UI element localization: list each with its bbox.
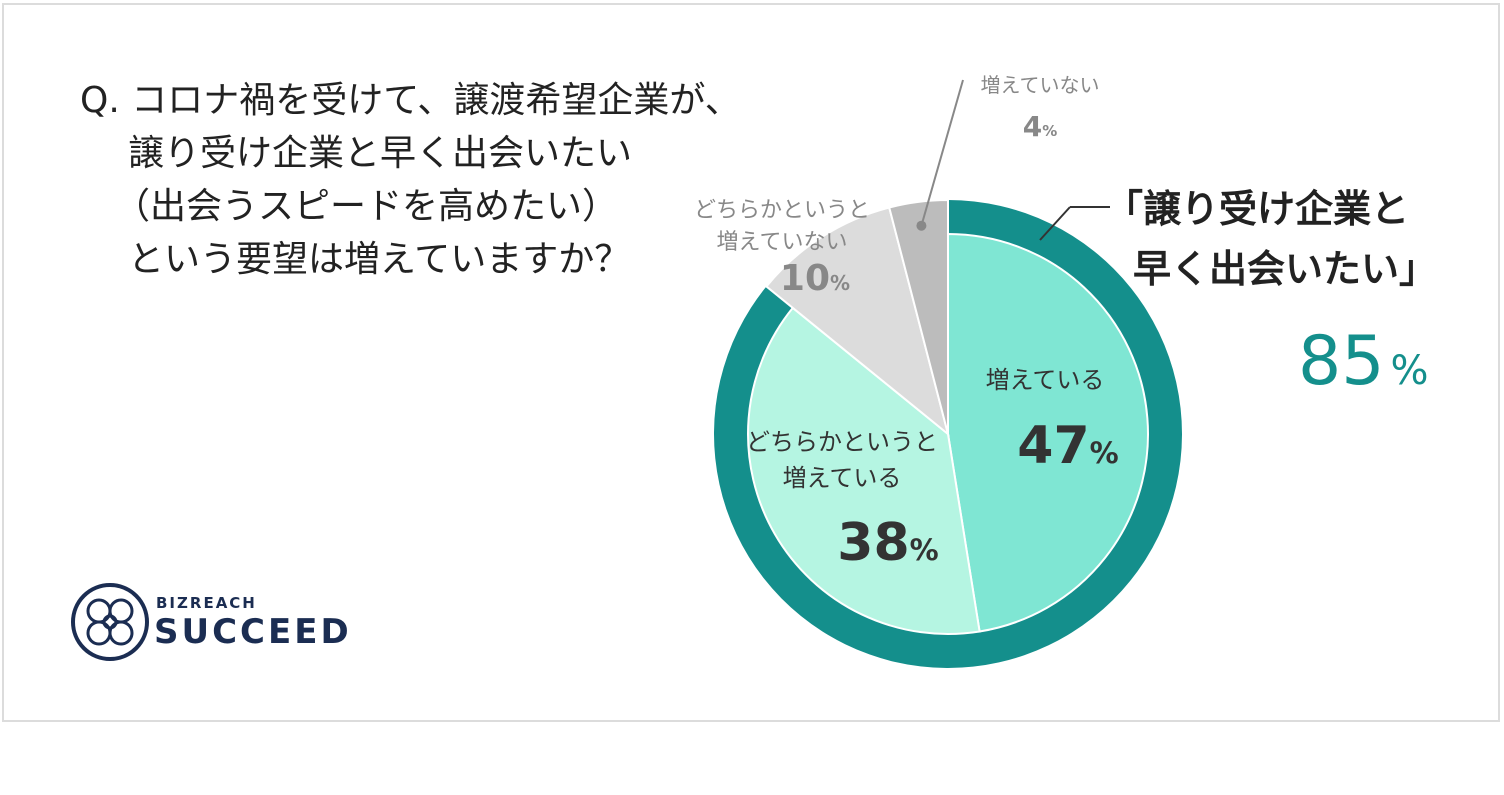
slice-value-unit: %	[910, 533, 939, 567]
callout-value-unit: %	[1391, 348, 1429, 394]
slice-value: 38%	[837, 513, 938, 573]
slice-label-increasing: 増えている 47%	[986, 366, 1119, 476]
callout: 「譲り受け企業と 早く出会いたい」 85%	[1039, 187, 1437, 401]
slice-value-number: 38	[837, 513, 909, 573]
slice-label-text: 増えている	[783, 464, 902, 492]
slice-value-number: 4	[1023, 110, 1042, 143]
slice-somewhat-increasing	[747, 306, 981, 635]
pie-slices	[747, 198, 1149, 635]
question-line-1-text: コロナ禍を受けて、譲渡希望企業が、	[131, 80, 741, 121]
slice-value-unit: %	[1090, 436, 1119, 470]
logo-mark-icon	[71, 583, 149, 661]
question-line-2: 譲り受け企業と早く出会いたい	[128, 133, 633, 174]
slice-increasing	[947, 232, 1149, 633]
slice-label-text: 増えていない	[717, 230, 848, 255]
slice-value-unit: %	[1042, 122, 1057, 140]
leader-line	[920, 79, 964, 226]
slice-labels: 増えている47%どちらかというと増えている38%どちらかというと増えていない10…	[694, 73, 1119, 573]
callout-value: 85%	[1298, 322, 1429, 401]
logo-brand-top: BIZREACH	[156, 594, 257, 612]
question-line-1: Q. コロナ禍を受けて、譲渡希望企業が、	[80, 74, 741, 127]
question-line-4: という要望は増えていますか？	[128, 239, 631, 280]
slice-not-increasing	[888, 198, 949, 435]
callout-leader-line	[1039, 206, 1071, 241]
slice-somewhat-not-increasing	[764, 206, 950, 437]
slice-label-text: どちらかというと	[694, 198, 870, 223]
question-text: Q. コロナ禍を受けて、譲渡希望企業が、 譲り受け企業と早く出会いたい （出会う…	[80, 74, 741, 286]
callout-line-2: 早く出会いたい」	[1133, 247, 1437, 291]
callout-value-number: 85	[1298, 322, 1385, 401]
slice-label-text: どちらかというと	[746, 428, 938, 456]
slice-value-number: 10	[780, 258, 830, 299]
slice-value-unit: %	[830, 271, 850, 295]
callout-line-1: 「譲り受け企業と	[1105, 187, 1409, 231]
slice-not-increasing-leader	[916, 79, 964, 231]
slice-label-text: 増えている	[986, 366, 1105, 394]
slice-value-number: 47	[1017, 416, 1089, 476]
question-prefix: Q.	[80, 80, 120, 121]
slice-label-text: 増えていない	[981, 73, 1100, 97]
question-line-3: （出会うスピードを高めたい）	[114, 186, 619, 227]
slice-label-not-increasing: 増えていない 4%	[981, 73, 1100, 143]
logo-brand-main: SUCCEED	[154, 612, 352, 652]
slice-value: 10%	[780, 258, 850, 299]
slice-value: 47%	[1017, 416, 1118, 476]
slice-value: 4%	[1023, 110, 1058, 143]
bizreach-succeed-logo: BIZREACH SUCCEED	[70, 580, 370, 664]
